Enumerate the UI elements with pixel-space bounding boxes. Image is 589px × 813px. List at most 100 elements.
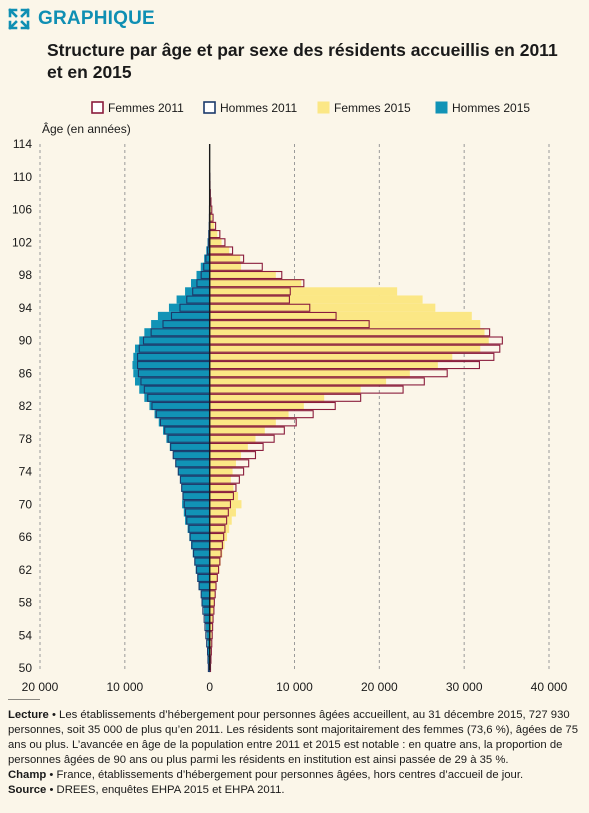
bar-hommes-2015 xyxy=(144,328,210,337)
bar-femmes-2015 xyxy=(209,336,489,345)
x-tick-label: 10 000 xyxy=(276,680,313,694)
bar-hommes-2015 xyxy=(191,279,210,288)
bar-hommes-2015 xyxy=(180,475,210,484)
bar-hommes-2015 xyxy=(197,573,210,583)
lecture-text: • Les établissements d’hébergement pour … xyxy=(8,709,578,766)
bar-femmes-2015 xyxy=(209,541,225,550)
y-tick-label: 58 xyxy=(19,596,33,610)
bar-femmes-2015 xyxy=(209,410,289,419)
bar-hommes-2015 xyxy=(168,303,210,312)
bar-femmes-2015 xyxy=(209,622,213,632)
bar-hommes-2015 xyxy=(178,467,210,476)
bar-hommes-2015 xyxy=(139,385,210,394)
bar-hommes-2015 xyxy=(132,360,210,370)
bar-hommes-2015 xyxy=(192,549,210,558)
legend-label: Hommes 2015 xyxy=(452,101,530,115)
champ-text: • France, établissements d’hébergement p… xyxy=(46,769,524,781)
y-tick-label: 70 xyxy=(19,497,33,511)
y-tick-label: 54 xyxy=(19,628,33,642)
x-tick-label: 0 xyxy=(206,680,213,694)
bar-hommes-2015 xyxy=(198,582,210,591)
legend-label: Femmes 2015 xyxy=(334,101,411,115)
y-tick-label: 82 xyxy=(19,399,33,413)
bar-hommes-2015 xyxy=(149,401,210,411)
bar-femmes-2015 xyxy=(209,229,218,239)
bar-femmes-2015 xyxy=(209,246,230,255)
bar-femmes-2015 xyxy=(209,328,485,337)
bar-hommes-2015 xyxy=(169,442,210,452)
x-tick-label: 30 000 xyxy=(446,680,483,694)
bar-hommes-2015 xyxy=(207,639,210,648)
chart-notes: Lecture • Les établissements d’hébergeme… xyxy=(8,708,583,798)
bar-hommes-2015 xyxy=(135,377,210,386)
bar-femmes-2015 xyxy=(209,565,220,574)
bar-femmes-2015 xyxy=(209,467,233,476)
bar-hommes-2015 xyxy=(200,262,210,271)
lecture-note: Lecture • Les établissements d’hébergeme… xyxy=(8,708,583,768)
legend-label: Femmes 2011 xyxy=(108,101,184,115)
y-axis-label: Âge (en années) xyxy=(42,121,131,136)
bar-hommes-2015 xyxy=(182,500,210,509)
y-tick-label: 62 xyxy=(19,563,33,577)
x-tick-label: 20 000 xyxy=(22,680,59,694)
bar-femmes-2015 xyxy=(209,426,265,435)
bar-femmes-2015 xyxy=(209,451,242,460)
bar-femmes-2015 xyxy=(209,344,481,353)
bar-hommes-2015 xyxy=(204,254,210,263)
legend-swatch xyxy=(203,101,216,114)
source-text: • DREES, enquêtes EHPA 2015 et EHPA 2011… xyxy=(46,784,285,796)
legend-swatch xyxy=(317,101,330,114)
legend-label: Hommes 2011 xyxy=(220,101,297,115)
bar-femmes-2015 xyxy=(209,557,221,566)
badge-label: GRAPHIQUE xyxy=(38,8,155,29)
y-tick-label: 106 xyxy=(12,203,32,217)
champ-note: Champ • France, établissements d’héberge… xyxy=(8,768,583,783)
bar-femmes-2015 xyxy=(209,385,361,394)
expand-arrows-icon xyxy=(8,8,30,30)
bar-hommes-2015 xyxy=(185,287,210,296)
legend-swatch xyxy=(435,101,448,114)
y-tick-label: 78 xyxy=(19,432,33,446)
x-tick-label: 10 000 xyxy=(106,680,143,694)
bar-femmes-2015 xyxy=(209,393,325,402)
bar-femmes-2015 xyxy=(209,418,276,427)
bar-femmes-2015 xyxy=(209,606,214,615)
bar-hommes-2015 xyxy=(173,451,210,460)
y-tick-label: 90 xyxy=(19,334,33,348)
bar-femmes-2015 xyxy=(209,311,472,321)
bar-femmes-2015 xyxy=(209,295,423,304)
bar-hommes-2015 xyxy=(202,598,210,607)
bar-hommes-2015 xyxy=(135,344,210,353)
bar-femmes-2015 xyxy=(209,434,256,443)
y-tick-label: 94 xyxy=(19,301,33,315)
bar-femmes-2015 xyxy=(209,287,398,296)
bar-femmes-2015 xyxy=(209,598,215,607)
bar-femmes-2015 xyxy=(209,614,213,623)
y-tick-label: 50 xyxy=(19,661,33,675)
bar-femmes-2015 xyxy=(209,475,231,484)
bar-femmes-2015 xyxy=(209,401,304,411)
bar-hommes-2015 xyxy=(183,508,210,517)
bar-hommes-2015 xyxy=(187,524,210,533)
chart-title: Structure par âge et par sexe des réside… xyxy=(47,40,558,82)
bar-hommes-2015 xyxy=(166,434,210,443)
bar-hommes-2015 xyxy=(194,557,210,566)
champ-label: Champ xyxy=(8,769,47,781)
bar-femmes-2015 xyxy=(209,524,230,533)
bar-hommes-2015 xyxy=(151,320,210,329)
y-tick-label: 110 xyxy=(13,170,32,184)
bar-femmes-2015 xyxy=(209,205,212,214)
source-label: Source xyxy=(8,784,47,796)
y-tick-label: 114 xyxy=(13,137,32,151)
bar-hommes-2015 xyxy=(181,483,210,492)
bar-hommes-2015 xyxy=(205,622,210,632)
bar-hommes-2015 xyxy=(154,410,210,419)
bar-femmes-2015 xyxy=(209,549,223,558)
bar-femmes-2015 xyxy=(209,369,410,378)
source-note: Source • DREES, enquêtes EHPA 2015 et EH… xyxy=(8,783,583,798)
bar-hommes-2015 xyxy=(182,491,210,501)
bar-femmes-2015 xyxy=(209,573,218,583)
bar-femmes-2015 xyxy=(209,491,239,501)
bar-hommes-2015 xyxy=(176,295,210,304)
bar-hommes-2015 xyxy=(133,352,210,361)
